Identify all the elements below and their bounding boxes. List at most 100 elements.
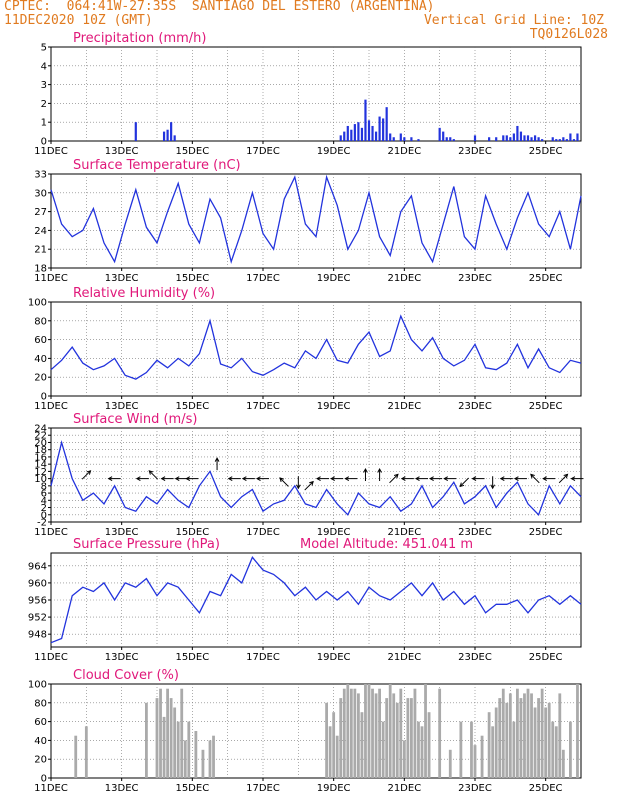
precip-bar: [473, 135, 477, 141]
precip-bar: [530, 137, 533, 141]
cloud-bar: [208, 740, 212, 778]
x-tick-label: 19DEC: [317, 273, 351, 284]
wind-arrow-head: [214, 457, 220, 462]
x-tick-label: 19DEC: [317, 652, 351, 663]
x-tick-label: 21DEC: [387, 783, 421, 794]
x-tick-label: 23DEC: [458, 146, 492, 157]
cloud-bar: [410, 698, 413, 778]
cloud-bar: [371, 688, 374, 778]
series-line: [50, 556, 582, 644]
precip-bar: [438, 127, 441, 141]
x-tick-label: 21DEC: [387, 401, 421, 412]
series-line: [50, 439, 582, 516]
precip-bar: [378, 116, 381, 141]
x-tick-label: 11DEC: [34, 527, 68, 538]
y-tick-label: 10: [34, 474, 47, 485]
cloud-bar: [328, 726, 332, 778]
wind-arrow-head: [471, 476, 477, 481]
x-tick-label: 25DEC: [529, 273, 563, 284]
wind-arrow-head: [570, 476, 576, 481]
cloud-bar: [413, 688, 417, 778]
precip-bar: [516, 125, 519, 141]
x-tick-label: 21DEC: [387, 146, 421, 157]
precip-bar: [360, 127, 364, 141]
y-tick-label: 12: [34, 467, 47, 478]
wind-arrow: [459, 477, 469, 487]
cloud-bar: [74, 735, 78, 778]
wind-arrow: [530, 474, 540, 484]
y-tick-label: 0: [41, 774, 47, 785]
x-tick-label: 17DEC: [246, 652, 280, 663]
wind-arrow: [558, 474, 568, 484]
y-tick-label: 960: [28, 578, 47, 589]
cloud-bar: [349, 688, 353, 778]
precip-bar: [173, 135, 176, 141]
precip-bar: [339, 135, 342, 141]
wind-arrow-head: [255, 476, 261, 481]
cloud-bar: [162, 716, 166, 778]
precip-bar: [367, 120, 371, 141]
precip-bar: [392, 137, 395, 141]
y-tick-label: 40: [34, 354, 47, 365]
cloud-bar: [155, 698, 159, 778]
cloud-bar: [558, 693, 562, 778]
precip-bar: [442, 131, 445, 141]
y-tick-label: 0: [41, 392, 47, 403]
x-tick-label: 23DEC: [458, 401, 492, 412]
y-tick-label: 16: [34, 452, 47, 463]
y-tick-label: 18: [34, 264, 47, 275]
series-line: [50, 174, 582, 265]
x-tick-label: 25DEC: [529, 783, 563, 794]
y-tick-label: 5: [41, 43, 47, 54]
y-tick-label: 6: [41, 489, 47, 500]
precip-bar: [371, 125, 374, 141]
wind-arrow-head: [563, 473, 569, 479]
x-tick-label: 11DEC: [34, 273, 68, 284]
wind-arrow-head: [530, 473, 535, 479]
cloud-bar: [392, 693, 396, 778]
y-tick-label: 956: [28, 596, 47, 607]
precip-bar: [558, 139, 561, 141]
x-tick-label: 13DEC: [105, 527, 139, 538]
y-tick-label: 8: [41, 481, 47, 492]
precip-bar: [403, 137, 406, 141]
cloud-bar: [473, 745, 477, 778]
y-tick-label: 1: [41, 118, 47, 129]
precip-bar: [576, 133, 579, 141]
wind-arrow-head: [414, 476, 420, 481]
y-tick-label: -2: [37, 518, 47, 529]
precip-bar: [505, 135, 508, 141]
wind-arrow-head: [513, 476, 519, 481]
y-tick-label: 100: [28, 680, 47, 691]
precip-bar: [551, 137, 554, 141]
x-tick-label: 19DEC: [317, 146, 351, 157]
y-tick-label: 21: [34, 245, 47, 256]
x-tick-label: 11DEC: [34, 652, 68, 663]
y-tick-label: 14: [34, 460, 47, 471]
y-tick-label: 952: [28, 613, 47, 624]
y-tick-label: 24: [34, 424, 47, 435]
x-tick-label: 13DEC: [105, 146, 139, 157]
x-tick-label: 19DEC: [317, 527, 351, 538]
wind-arrow-head: [542, 476, 547, 481]
x-tick-label: 11DEC: [34, 146, 68, 157]
cloud-bar: [212, 735, 215, 778]
wind-arrow: [81, 470, 91, 480]
x-tick-label: 17DEC: [246, 146, 280, 157]
x-tick-label: 19DEC: [317, 401, 351, 412]
cloud-bar: [480, 735, 484, 778]
precip-bar: [495, 137, 498, 141]
cloud-bar: [183, 740, 187, 778]
cloud-bar: [346, 684, 350, 778]
precip-bar: [572, 139, 576, 141]
y-tick-label: 18: [34, 445, 47, 456]
x-tick-label: 13DEC: [105, 783, 139, 794]
x-tick-label: 21DEC: [387, 527, 421, 538]
x-tick-label: 13DEC: [105, 401, 139, 412]
cloud-bar: [533, 707, 537, 778]
cloud-bar: [364, 684, 367, 778]
cloud-bar: [388, 684, 392, 778]
cloud-bar: [180, 688, 184, 778]
wind-arrow-head: [107, 476, 113, 481]
